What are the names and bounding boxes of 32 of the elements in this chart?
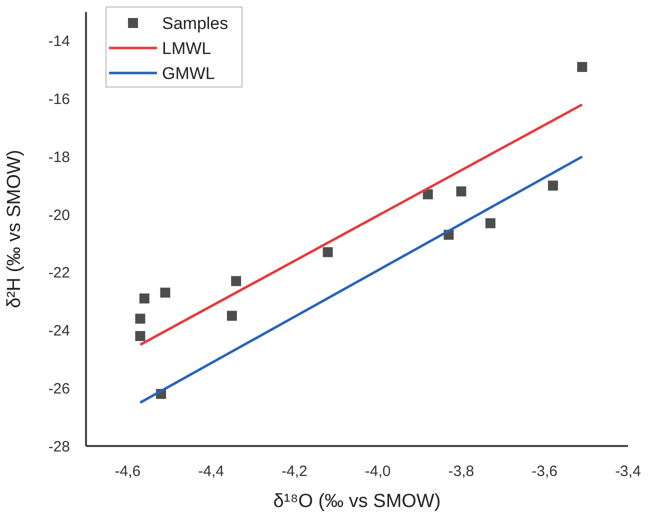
point — [577, 62, 588, 72]
x-tick-label: -4,6 — [114, 463, 141, 480]
y-axis-title: δ²H (‰ vs SMOW) — [4, 150, 25, 308]
legend-label: GMWL — [162, 64, 215, 83]
point — [231, 276, 242, 286]
point — [548, 180, 558, 191]
y-tick-label: -16 — [48, 91, 70, 108]
point — [322, 247, 333, 258]
y-tick-label: -22 — [48, 264, 70, 282]
point — [160, 288, 170, 298]
y-tick-label: -24 — [48, 322, 70, 340]
point — [135, 314, 146, 324]
x-axis-title: δ¹⁸O (‰ vs SMOW) — [273, 491, 441, 512]
legend-label: Samples — [162, 14, 228, 33]
x-tick-label: -3,4 — [615, 463, 641, 480]
y-tick-label: -28 — [48, 438, 70, 456]
y-tick-label: -14 — [48, 33, 70, 50]
point — [135, 331, 146, 342]
point — [456, 186, 466, 196]
x-tick-label: -4,2 — [282, 463, 308, 480]
x-tick-label: -3,8 — [448, 463, 474, 480]
y-tick-label: -26 — [48, 380, 70, 398]
x-tick-label: -3,6 — [532, 463, 558, 480]
y-tick-label: -20 — [48, 206, 70, 224]
x-tick-label: -4,4 — [198, 463, 224, 480]
point — [139, 293, 150, 304]
y-tick-label: -18 — [48, 148, 70, 166]
point — [226, 310, 237, 321]
point — [485, 218, 496, 228]
legend-label: LMWL — [162, 39, 212, 58]
point — [422, 189, 433, 200]
x-tick-label: -4,0 — [364, 463, 391, 480]
